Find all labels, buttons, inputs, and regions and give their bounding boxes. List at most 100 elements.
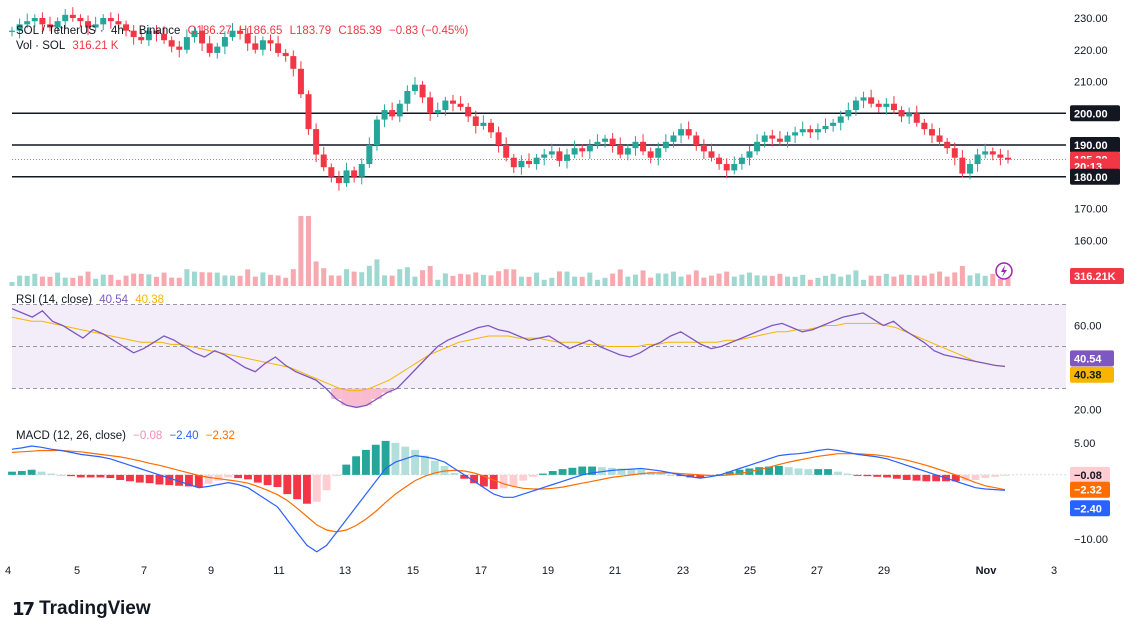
macd-hist-bar <box>352 456 361 475</box>
macd-hist-bar <box>17 471 26 475</box>
candle-body <box>890 103 897 111</box>
candle-body <box>518 160 525 168</box>
candle-body <box>868 97 875 104</box>
volume-bar <box>237 275 243 286</box>
candle-body <box>982 151 989 155</box>
macd-hist-bar <box>961 474 970 481</box>
volume-bar <box>868 275 874 286</box>
volume-bar <box>123 275 129 286</box>
candle-body <box>754 141 761 152</box>
macd-hist-bar <box>283 474 292 495</box>
tradingview-wordmark: TradingView <box>39 598 151 619</box>
rsi-pane[interactable] <box>11 304 1066 409</box>
macd-hist-bar <box>774 465 783 475</box>
candle-body <box>161 33 168 41</box>
macd-hist-bar <box>794 468 803 475</box>
volume-bar <box>306 216 312 286</box>
volume-bar <box>260 272 266 286</box>
macd-hist-bar <box>479 474 488 487</box>
time-tick-label: 15 <box>407 565 419 577</box>
price-tick-label: 170.00 <box>1074 204 1108 216</box>
macd-tag-bg <box>1070 466 1110 483</box>
candle-body <box>39 18 46 25</box>
macd-hist-bar <box>873 474 882 477</box>
macd-value-tag: −0.08 <box>1070 466 1110 483</box>
macd-hist-bar <box>558 469 567 475</box>
macd-hist-bar <box>637 469 646 475</box>
macd-hist-bar <box>735 469 744 475</box>
candle-body <box>419 84 426 98</box>
candle-body <box>617 145 624 155</box>
time-tick-label: 3 <box>1051 565 1057 577</box>
candle-body <box>716 157 723 165</box>
chart-canvas[interactable]: 160.00 170.00 210.00 220.00 230.00 200.00 190.… <box>0 0 1138 590</box>
macd-hist-bar <box>135 474 144 483</box>
candle-body <box>944 141 951 149</box>
candle-body <box>480 122 487 126</box>
tradingview-logo[interactable]: 17 TradingView <box>12 598 151 620</box>
macd-hist-bar <box>922 474 931 482</box>
volume-bar <box>579 276 585 286</box>
price-axis[interactable]: 160.00 170.00 210.00 220.00 230.00 200.00 190.… <box>1070 13 1124 546</box>
volume-bar <box>131 273 137 286</box>
interval-label[interactable]: 4h <box>110 25 124 37</box>
candle-body <box>830 122 837 126</box>
rsi-oversold-fill <box>381 388 392 393</box>
macd-hist-bar <box>420 455 429 475</box>
macd-hist-bar <box>293 474 302 500</box>
time-axis[interactable]: 4 5 7 9 11 13 15 17 19 21 23 25 27 29 Nov 3 <box>5 565 1057 577</box>
volume-bar <box>754 275 760 286</box>
macd-hist-bar <box>204 474 213 484</box>
candle-body <box>411 84 418 92</box>
symbol-name[interactable]: SOL / TetherUS <box>16 25 96 37</box>
volume-bar <box>382 275 388 286</box>
macd-pane[interactable] <box>8 440 1066 553</box>
volume-bar <box>32 273 38 286</box>
candle-body <box>297 68 304 95</box>
volume-bar <box>207 272 213 286</box>
macd-hist-bar <box>37 471 46 475</box>
volume-bar <box>465 274 471 286</box>
volume-bar <box>176 277 182 286</box>
macd-tag-text: −2.40 <box>1074 503 1102 515</box>
time-tick-label: 25 <box>744 565 756 577</box>
candle-body <box>556 151 563 161</box>
macd-hist-bar <box>391 442 400 475</box>
bolt-glyph <box>1001 265 1007 277</box>
candle-body <box>807 129 814 133</box>
candle-body <box>100 18 107 25</box>
price-tag-text: 180.00 <box>1074 172 1108 184</box>
macd-hist-bar <box>509 474 518 486</box>
price-tag-bg <box>1070 137 1120 153</box>
volume-bar <box>823 275 829 286</box>
price-pane[interactable] <box>9 7 1066 286</box>
volume-bar <box>229 275 235 286</box>
candle-body <box>168 40 175 47</box>
volume-bar <box>883 273 889 286</box>
replay-bolt-icon <box>995 262 1013 280</box>
time-tick-label: 5 <box>74 565 80 577</box>
price-tag-level: 180.00 <box>1070 168 1120 185</box>
macd-hist-bar <box>145 474 154 484</box>
macd-label: MACD (12, 26, close) <box>16 430 126 442</box>
volume-bar <box>708 275 714 286</box>
macd-hist-bar <box>578 466 587 475</box>
low-value: L183.79 <box>289 25 332 37</box>
volume-bar <box>967 275 973 286</box>
macd-hist-bar <box>991 474 1000 477</box>
volume-bar <box>268 274 274 286</box>
macd-hist-bar <box>686 474 695 478</box>
volume-bar <box>731 276 737 286</box>
volume-bar <box>762 275 768 286</box>
candle-body <box>358 164 365 177</box>
volume-bar <box>435 279 441 286</box>
volume-label: Vol · SOL <box>16 40 66 52</box>
candle-body <box>183 37 190 50</box>
macd-hist-bar <box>273 474 282 488</box>
candle-body <box>799 129 806 133</box>
candle-body <box>396 103 403 117</box>
volume-bar <box>746 272 752 286</box>
volume-bar <box>442 273 448 286</box>
candle-body <box>776 138 783 142</box>
candle-body <box>685 129 692 136</box>
